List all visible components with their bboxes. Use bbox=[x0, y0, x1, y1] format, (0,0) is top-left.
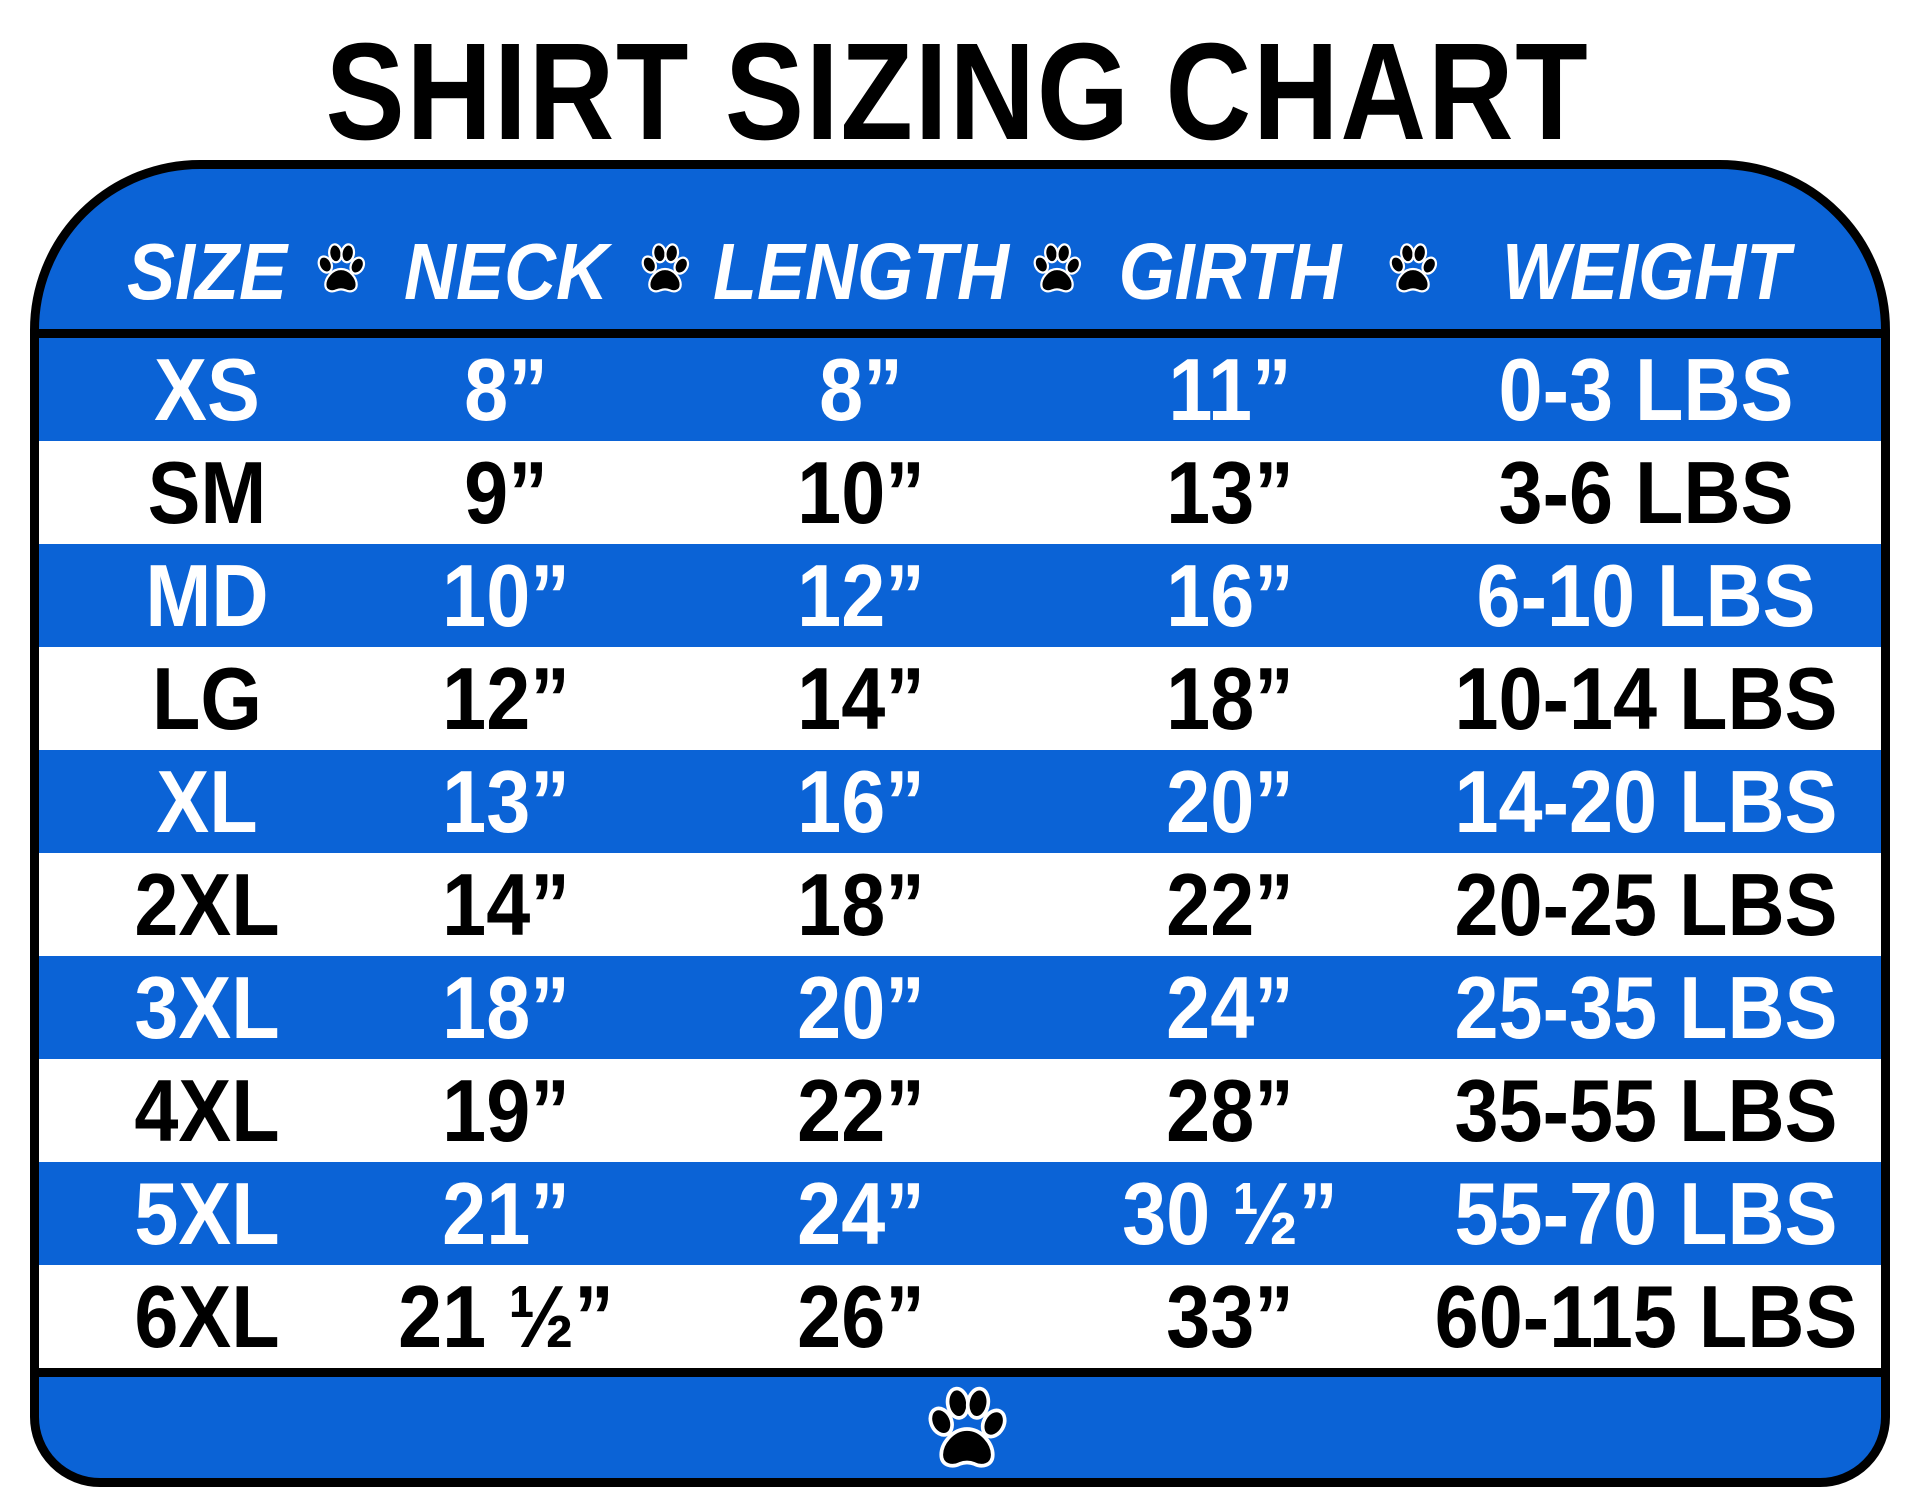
table-row: SM 9” 10” 13” 3-6 LBS bbox=[39, 441, 1881, 544]
cell-neck: 9” bbox=[464, 443, 548, 542]
header-size: SIZE bbox=[126, 227, 288, 316]
cell-weight: 20-25 LBS bbox=[1454, 855, 1838, 954]
header-girth: GIRTH bbox=[1118, 227, 1342, 316]
header-neck: NECK bbox=[403, 227, 609, 316]
cell-size: SM bbox=[147, 443, 267, 542]
cell-girth: 22” bbox=[1166, 855, 1294, 954]
sizing-table: SIZE NECK LENGTH GIRTH WEIGHT XS 8” 8” 11” 0… bbox=[30, 160, 1890, 1487]
page-title: SHIRT SIZING CHART bbox=[325, 15, 1590, 169]
table-row: 4XL 19” 22” 28” 35-55 LBS bbox=[39, 1059, 1881, 1162]
paw-print-icon bbox=[1387, 242, 1440, 293]
cell-weight: 35-55 LBS bbox=[1454, 1061, 1838, 1160]
cell-length: 14” bbox=[797, 649, 925, 748]
cell-length: 10” bbox=[797, 443, 925, 542]
cell-girth: 33” bbox=[1166, 1267, 1294, 1366]
cell-size: 4XL bbox=[134, 1061, 280, 1160]
cell-length: 16” bbox=[797, 752, 925, 851]
table-row: XL 13” 16” 20” 14-20 LBS bbox=[39, 750, 1881, 853]
paw-print-icon bbox=[639, 242, 692, 293]
cell-weight: 60-115 LBS bbox=[1434, 1267, 1858, 1366]
cell-length: 8” bbox=[819, 340, 903, 439]
cell-length: 12” bbox=[797, 546, 925, 645]
cell-length: 26” bbox=[797, 1267, 925, 1366]
cell-neck: 19” bbox=[442, 1061, 570, 1160]
cell-size: 3XL bbox=[134, 958, 280, 1057]
table-row: XS 8” 8” 11” 0-3 LBS bbox=[39, 338, 1881, 441]
table-body: XS 8” 8” 11” 0-3 LBS SM 9” 10” 13” 3-6 LBS MD 10” 12… bbox=[39, 338, 1881, 1368]
cell-weight: 0-3 LBS bbox=[1498, 340, 1794, 439]
paw-print-icon bbox=[1031, 242, 1084, 293]
header-length: LENGTH bbox=[713, 227, 1009, 316]
table-footer bbox=[39, 1368, 1881, 1478]
cell-weight: 6-10 LBS bbox=[1476, 546, 1816, 645]
cell-size: 2XL bbox=[134, 855, 280, 954]
table-row: LG 12” 14” 18” 10-14 LBS bbox=[39, 647, 1881, 750]
cell-neck: 21” bbox=[442, 1164, 570, 1263]
paw-print-icon bbox=[924, 1385, 1011, 1468]
cell-weight: 25-35 LBS bbox=[1454, 958, 1838, 1057]
table-row: 2XL 14” 18” 22” 20-25 LBS bbox=[39, 853, 1881, 956]
cell-length: 22” bbox=[797, 1061, 925, 1160]
cell-girth: 20” bbox=[1166, 752, 1294, 851]
cell-neck: 14” bbox=[442, 855, 570, 954]
cell-weight: 10-14 LBS bbox=[1454, 649, 1838, 748]
cell-length: 18” bbox=[797, 855, 925, 954]
table-row: 5XL 21” 24” 30 ½” 55-70 LBS bbox=[39, 1162, 1881, 1265]
table-row: MD 10” 12” 16” 6-10 LBS bbox=[39, 544, 1881, 647]
cell-neck: 8” bbox=[464, 340, 548, 439]
cell-girth: 30 ½” bbox=[1122, 1164, 1338, 1263]
table-row: 3XL 18” 20” 24” 25-35 LBS bbox=[39, 956, 1881, 1059]
cell-neck: 18” bbox=[442, 958, 570, 1057]
cell-girth: 24” bbox=[1166, 958, 1294, 1057]
cell-size: MD bbox=[145, 546, 269, 645]
cell-length: 24” bbox=[797, 1164, 925, 1263]
cell-size: 5XL bbox=[134, 1164, 280, 1263]
table-header: SIZE NECK LENGTH GIRTH WEIGHT bbox=[39, 169, 1881, 338]
cell-girth: 18” bbox=[1166, 649, 1294, 748]
cell-weight: 14-20 LBS bbox=[1454, 752, 1838, 851]
header-weight: WEIGHT bbox=[1502, 227, 1790, 316]
cell-neck: 10” bbox=[442, 546, 570, 645]
table-row: 6XL 21 ½” 26” 33” 60-115 LBS bbox=[39, 1265, 1881, 1368]
cell-size: XL bbox=[156, 752, 258, 851]
cell-length: 20” bbox=[797, 958, 925, 1057]
cell-girth: 13” bbox=[1166, 443, 1294, 542]
cell-size: LG bbox=[152, 649, 262, 748]
cell-girth: 16” bbox=[1166, 546, 1294, 645]
cell-girth: 28” bbox=[1166, 1061, 1294, 1160]
cell-neck: 12” bbox=[442, 649, 570, 748]
cell-neck: 13” bbox=[442, 752, 570, 851]
paw-print-icon bbox=[315, 242, 368, 293]
cell-girth: 11” bbox=[1168, 340, 1292, 439]
cell-weight: 3-6 LBS bbox=[1498, 443, 1794, 542]
cell-weight: 55-70 LBS bbox=[1454, 1164, 1838, 1263]
cell-size: XS bbox=[154, 340, 260, 439]
cell-size: 6XL bbox=[134, 1267, 280, 1366]
cell-neck: 21 ½” bbox=[398, 1267, 614, 1366]
